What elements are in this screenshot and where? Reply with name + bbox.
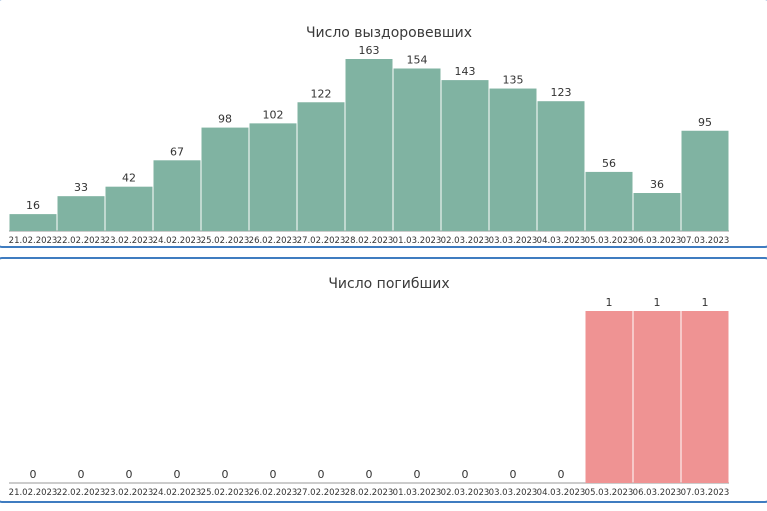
x-tick-label-06.03.2023: 06.03.2023 xyxy=(633,236,682,246)
value-label-01.03.2023: 0 xyxy=(414,468,421,481)
bar-06.03.2023 xyxy=(633,311,681,483)
value-label-21.02.2023: 16 xyxy=(26,199,40,212)
x-tick-label-03.03.2023: 03.03.2023 xyxy=(489,236,538,246)
chart-title: Число выздоровевших xyxy=(306,25,472,41)
value-labels-group: 0 0 0 0 0 0 0 0 0 0 0 0 1 1 1 xyxy=(30,296,709,481)
value-label-26.02.2023: 0 xyxy=(270,468,277,481)
x-tick-label-05.03.2023: 05.03.2023 xyxy=(585,236,634,246)
value-label-05.03.2023: 56 xyxy=(602,157,616,170)
value-label-28.02.2023: 0 xyxy=(366,468,373,481)
x-tick-label-05.03.2023: 05.03.2023 xyxy=(585,488,634,498)
value-label-07.03.2023: 95 xyxy=(698,116,712,129)
value-label-07.03.2023: 1 xyxy=(702,296,709,309)
bar-04.03.2023 xyxy=(537,101,585,231)
recovered-chart-panel: Число выздоровевших 16 33 42 67 98 102 122 163 1… xyxy=(0,0,767,248)
x-tick-label-04.03.2023: 04.03.2023 xyxy=(537,488,586,498)
value-label-22.02.2023: 0 xyxy=(78,468,85,481)
x-tick-label-02.03.2023: 02.03.2023 xyxy=(441,236,490,246)
bar-02.03.2023 xyxy=(441,80,489,231)
chart-title: Число погибших xyxy=(328,276,449,292)
x-tick-label-28.02.2023: 28.02.2023 xyxy=(345,236,394,246)
value-label-23.02.2023: 42 xyxy=(122,172,136,185)
x-tick-label-26.02.2023: 26.02.2023 xyxy=(249,488,298,498)
value-label-24.02.2023: 0 xyxy=(174,468,181,481)
value-label-06.03.2023: 1 xyxy=(654,296,661,309)
bar-28.02.2023 xyxy=(345,59,393,231)
x-tick-label-06.03.2023: 06.03.2023 xyxy=(633,488,682,498)
bars-group xyxy=(9,59,729,232)
x-tick-label-04.03.2023: 04.03.2023 xyxy=(537,236,586,246)
value-label-04.03.2023: 123 xyxy=(551,86,572,99)
x-tick-label-03.03.2023: 03.03.2023 xyxy=(489,488,538,498)
x-tick-label-02.03.2023: 02.03.2023 xyxy=(441,488,490,498)
value-label-01.03.2023: 154 xyxy=(407,53,428,66)
value-label-21.02.2023: 0 xyxy=(30,468,37,481)
x-tick-label-01.03.2023: 01.03.2023 xyxy=(393,488,442,498)
x-tick-label-21.02.2023: 21.02.2023 xyxy=(9,488,58,498)
bar-21.02.2023 xyxy=(9,214,57,231)
bar-07.03.2023 xyxy=(681,130,729,231)
x-tick-label-26.02.2023: 26.02.2023 xyxy=(249,236,298,246)
value-label-28.02.2023: 163 xyxy=(359,44,380,57)
value-label-22.02.2023: 33 xyxy=(74,181,88,194)
x-tick-label-24.02.2023: 24.02.2023 xyxy=(153,488,202,498)
bar-23.02.2023 xyxy=(105,186,153,231)
bar-27.02.2023 xyxy=(297,102,345,232)
bar-22.02.2023 xyxy=(57,196,105,231)
x-tick-label-22.02.2023: 22.02.2023 xyxy=(57,236,106,246)
value-label-25.02.2023: 0 xyxy=(222,468,229,481)
value-label-23.02.2023: 0 xyxy=(126,468,133,481)
x-tick-label-01.03.2023: 01.03.2023 xyxy=(393,236,442,246)
x-tick-label-27.02.2023: 27.02.2023 xyxy=(297,236,346,246)
x-tick-label-24.02.2023: 24.02.2023 xyxy=(153,236,202,246)
x-tick-label-23.02.2023: 23.02.2023 xyxy=(105,488,154,498)
value-label-27.02.2023: 122 xyxy=(311,87,332,100)
bar-24.02.2023 xyxy=(153,160,201,231)
x-tick-label-07.03.2023: 07.03.2023 xyxy=(681,236,730,246)
bar-05.03.2023 xyxy=(585,171,633,231)
x-tick-label-21.02.2023: 21.02.2023 xyxy=(9,236,58,246)
x-tick-labels-group: 21.02.2023 22.02.2023 23.02.2023 24.02.2023… xyxy=(9,236,730,246)
value-label-06.03.2023: 36 xyxy=(650,178,664,191)
value-label-26.02.2023: 102 xyxy=(263,108,284,121)
value-label-04.03.2023: 0 xyxy=(558,468,565,481)
x-tick-label-25.02.2023: 25.02.2023 xyxy=(201,488,250,498)
x-tick-label-22.02.2023: 22.02.2023 xyxy=(57,488,106,498)
bar-03.03.2023 xyxy=(489,88,537,231)
x-tick-label-27.02.2023: 27.02.2023 xyxy=(297,488,346,498)
value-label-05.03.2023: 1 xyxy=(606,296,613,309)
value-label-25.02.2023: 98 xyxy=(218,113,232,126)
value-label-27.02.2023: 0 xyxy=(318,468,325,481)
bar-07.03.2023 xyxy=(681,311,729,483)
value-label-03.03.2023: 135 xyxy=(503,74,524,87)
bar-01.03.2023 xyxy=(393,68,441,231)
value-labels-group: 16 33 42 67 98 102 122 163 154 143 135 123 56 36 95 xyxy=(26,44,712,212)
deaths-chart-panel: Число погибших 0 0 0 0 0 0 0 0 0 0 0 0 1 1 1 21.02.2023 2… xyxy=(0,257,767,503)
value-label-24.02.2023: 67 xyxy=(170,145,184,158)
value-label-02.03.2023: 0 xyxy=(462,468,469,481)
bars-group xyxy=(9,311,729,484)
bar-26.02.2023 xyxy=(249,123,297,231)
bar-06.03.2023 xyxy=(633,193,681,231)
bar-05.03.2023 xyxy=(585,311,633,483)
x-tick-label-23.02.2023: 23.02.2023 xyxy=(105,236,154,246)
x-tick-label-25.02.2023: 25.02.2023 xyxy=(201,236,250,246)
x-tick-labels-group: 21.02.2023 22.02.2023 23.02.2023 24.02.2023… xyxy=(9,488,730,498)
value-label-03.03.2023: 0 xyxy=(510,468,517,481)
x-tick-label-07.03.2023: 07.03.2023 xyxy=(681,488,730,498)
value-label-02.03.2023: 143 xyxy=(455,65,476,78)
bar-25.02.2023 xyxy=(201,127,249,231)
x-tick-label-28.02.2023: 28.02.2023 xyxy=(345,488,394,498)
